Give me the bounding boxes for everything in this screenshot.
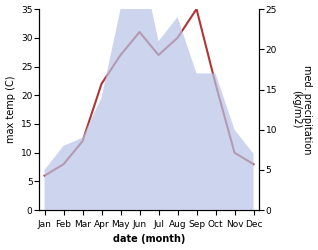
X-axis label: date (month): date (month) xyxy=(113,234,185,244)
Y-axis label: max temp (C): max temp (C) xyxy=(5,76,16,143)
Y-axis label: med. precipitation
(kg/m2): med. precipitation (kg/m2) xyxy=(291,65,313,154)
